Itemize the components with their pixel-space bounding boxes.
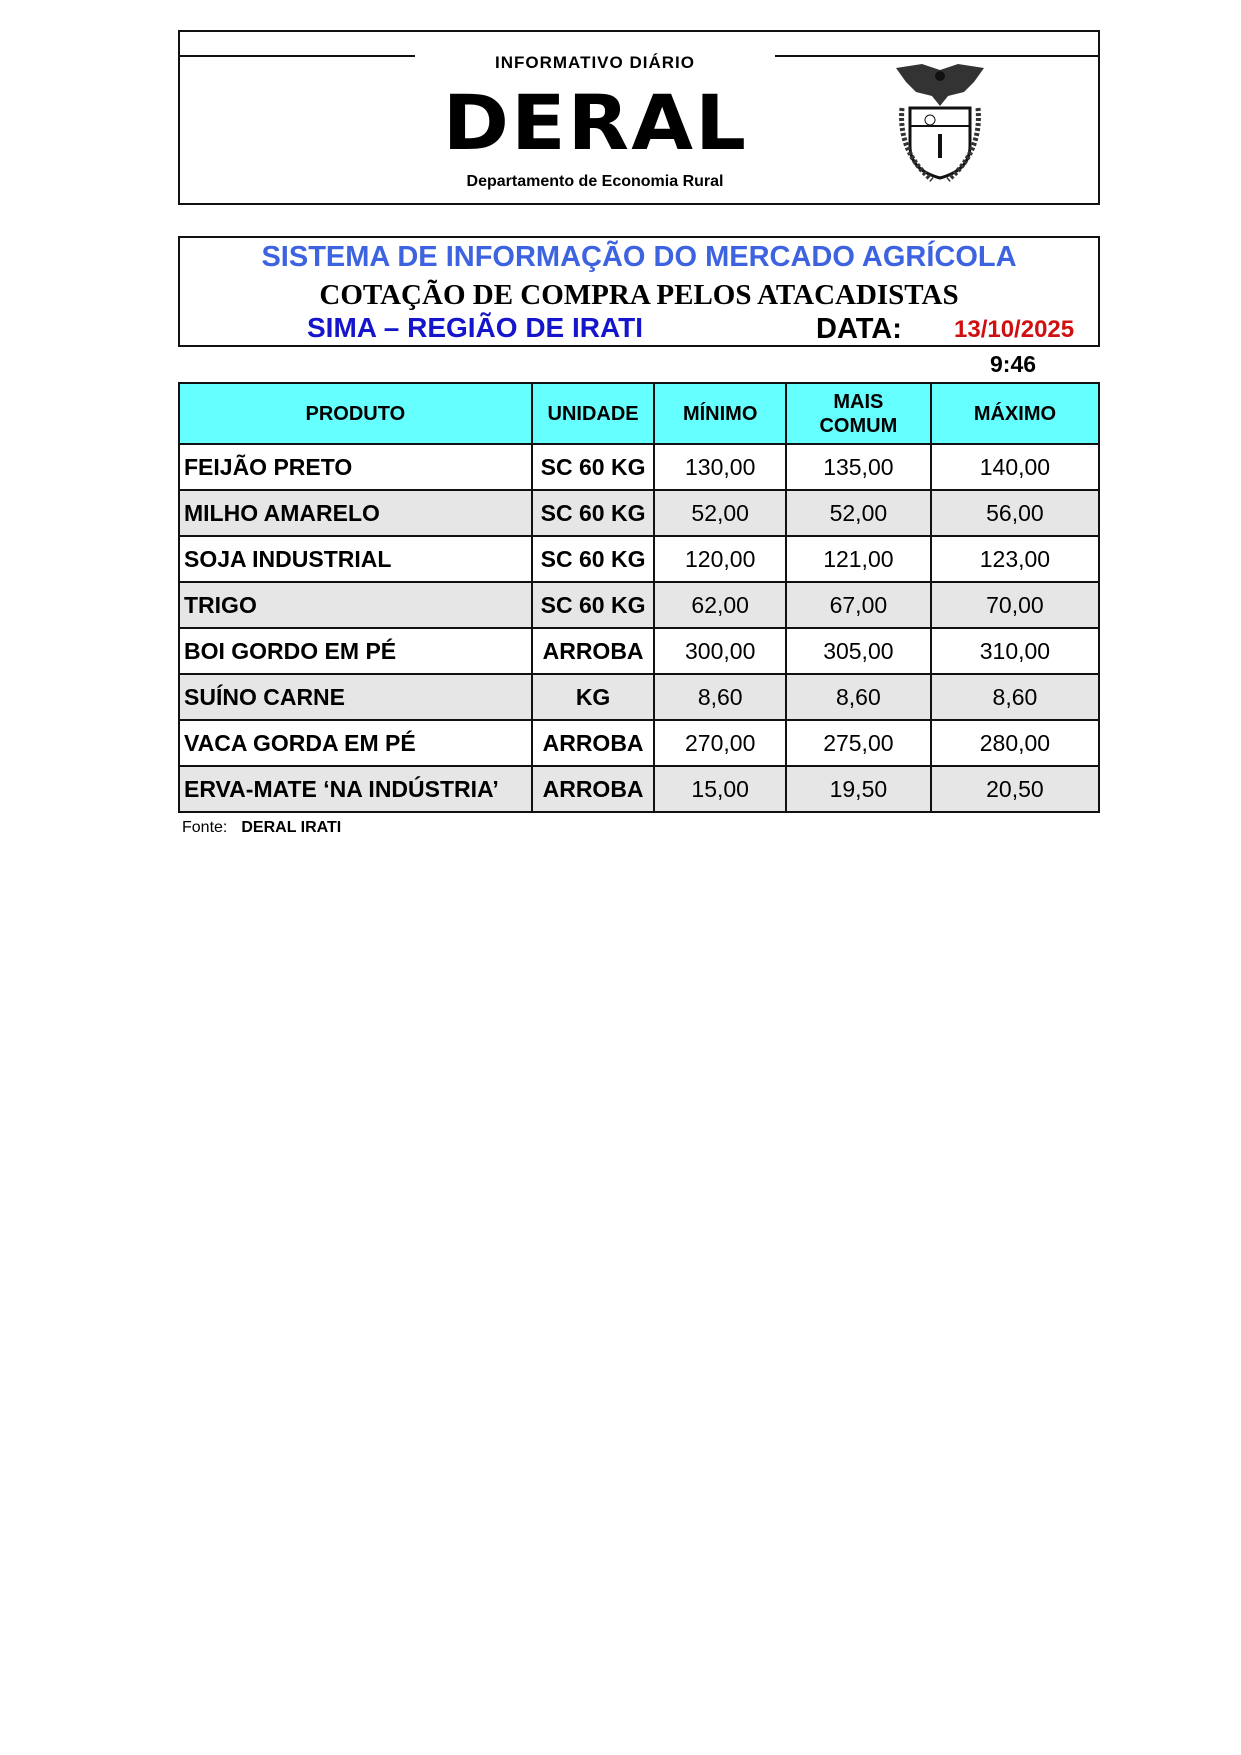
deral-logo: INFORMATIVO DIÁRIO DERAL Departamento de… [415, 46, 775, 196]
min-cell: 130,00 [653, 443, 787, 491]
table-row: SOJA INDUSTRIAL SC 60 KG 120,00 121,00 123,0… [178, 535, 1101, 583]
table-header-row: PRODUTO UNIDADE MÍNIMO MAIS COMUM MÁXIMO [178, 382, 1101, 445]
common-cell: 8,60 [784, 673, 932, 721]
coat-of-arms-icon [896, 64, 984, 182]
unit-cell: ARROBA [530, 719, 656, 767]
table-row: VACA GORDA EM PÉ ARROBA 270,00 275,00 280,00 [178, 719, 1101, 767]
region-title: SIMA – REGIÃO DE IRATI [307, 312, 644, 343]
common-cell: 275,00 [784, 719, 932, 767]
common-cell: 52,00 [784, 489, 932, 537]
min-cell: 120,00 [653, 535, 787, 583]
unit-cell: SC 60 KG [530, 443, 656, 491]
product-cell: SOJA INDUSTRIAL [178, 535, 533, 583]
min-cell: 15,00 [653, 765, 787, 813]
max-cell: 280,00 [929, 719, 1101, 767]
source-label: Fonte: [182, 819, 228, 836]
header-box: INFORMATIVO DIÁRIO DERAL Departamento de… [178, 30, 1100, 205]
max-cell: 20,50 [929, 765, 1101, 813]
table-row: TRIGO SC 60 KG 62,00 67,00 70,00 [178, 581, 1101, 629]
unit-cell: SC 60 KG [530, 489, 656, 537]
column-header: MAIS COMUM [784, 382, 932, 445]
date-value: 13/10/2025 [954, 316, 1075, 343]
unit-cell: SC 60 KG [530, 535, 656, 583]
quote-title: COTAÇÃO DE COMPRA PELOS ATACADISTAS [319, 279, 959, 311]
table-row: BOI GORDO EM PÉ ARROBA 300,00 305,00 310,00 [178, 627, 1101, 675]
max-cell: 140,00 [929, 443, 1101, 491]
min-cell: 300,00 [653, 627, 787, 675]
product-cell: ERVA-MATE ‘NA INDÚSTRIA’ [178, 765, 533, 813]
unit-cell: ARROBA [530, 627, 656, 675]
system-title: SISTEMA DE INFORMAÇÃO DO MERCADO AGRÍCOL… [261, 241, 1017, 273]
min-cell: 270,00 [653, 719, 787, 767]
max-cell: 8,60 [929, 673, 1101, 721]
column-header: MÁXIMO [929, 382, 1101, 445]
column-header: UNIDADE [530, 382, 656, 445]
title-box: SISTEMA DE INFORMAÇÃO DO MERCADO AGRÍCOL… [178, 236, 1100, 347]
unit-cell: ARROBA [530, 765, 656, 813]
common-cell: 135,00 [784, 443, 932, 491]
table-row: FEIJÃO PRETO SC 60 KG 130,00 135,00 140,00 [178, 443, 1101, 491]
min-cell: 8,60 [653, 673, 787, 721]
common-cell: 121,00 [784, 535, 932, 583]
max-cell: 56,00 [929, 489, 1101, 537]
product-cell: FEIJÃO PRETO [178, 443, 533, 491]
max-cell: 123,00 [929, 535, 1101, 583]
product-cell: SUÍNO CARNE [178, 673, 533, 721]
unit-cell: SC 60 KG [530, 581, 656, 629]
logo-top-text: INFORMATIVO DIÁRIO [495, 53, 695, 72]
logo-main-text: DERAL [442, 78, 748, 167]
column-header: MÍNIMO [653, 382, 787, 445]
source-note: Fonte: DERAL IRATI [182, 819, 341, 837]
column-header: PRODUTO [178, 382, 533, 445]
date-label: DATA: [816, 313, 902, 345]
product-cell: BOI GORDO EM PÉ [178, 627, 533, 675]
max-cell: 310,00 [929, 627, 1101, 675]
product-cell: VACA GORDA EM PÉ [178, 719, 533, 767]
logo-sub-text: Departamento de Economia Rural [466, 173, 724, 190]
unit-cell: KG [530, 673, 656, 721]
min-cell: 52,00 [653, 489, 787, 537]
min-cell: 62,00 [653, 581, 787, 629]
price-table: PRODUTO UNIDADE MÍNIMO MAIS COMUM MÁXIMO FEI… [178, 382, 1101, 813]
table-row: MILHO AMARELO SC 60 KG 52,00 52,00 56,00 [178, 489, 1101, 537]
product-cell: MILHO AMARELO [178, 489, 533, 537]
product-cell: TRIGO [178, 581, 533, 629]
table-row: ERVA-MATE ‘NA INDÚSTRIA’ ARROBA 15,00 19,50… [178, 765, 1101, 813]
common-cell: 19,50 [784, 765, 932, 813]
time-value: 9:46 [990, 351, 1037, 377]
max-cell: 70,00 [929, 581, 1101, 629]
common-cell: 305,00 [784, 627, 932, 675]
table-row: SUÍNO CARNE KG 8,60 8,60 8,60 [178, 673, 1101, 721]
source-value: DERAL IRATI [241, 819, 342, 836]
common-cell: 67,00 [784, 581, 932, 629]
